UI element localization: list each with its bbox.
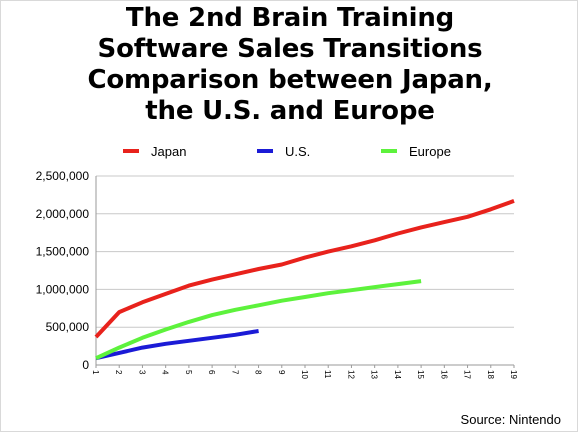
legend-label: Europe: [409, 144, 451, 159]
x-tick-label: 16: [439, 370, 448, 379]
chart-title-line: Software Sales Transitions: [97, 34, 483, 64]
y-tick-label: 1,000,000: [36, 282, 90, 296]
x-tick-label: 13: [370, 370, 379, 379]
y-tick-label: 0: [82, 358, 89, 372]
chart-title-line: Comparison between Japan,: [87, 65, 493, 95]
legend-label: U.S.: [285, 144, 310, 159]
x-tick-label: 17: [463, 370, 472, 379]
x-tick-label: 15: [416, 370, 425, 379]
x-tick-label: 14: [393, 370, 402, 379]
x-tick-label: 6: [207, 370, 216, 375]
y-tick-label: 2,000,000: [36, 207, 90, 221]
series-line-japan: [94, 199, 515, 339]
x-tick-label: 7: [230, 370, 239, 375]
source-note: Source: Nintendo: [460, 412, 561, 427]
x-tick-label: 9: [277, 370, 286, 375]
x-tick-label: 3: [137, 370, 146, 375]
series-line-europe: [95, 279, 422, 361]
y-tick-label: 1,500,000: [36, 245, 90, 259]
x-tick-label: 2: [114, 370, 123, 375]
y-tick-label: 2,500,000: [36, 169, 90, 183]
legend-label: Japan: [151, 144, 186, 159]
x-tick-label: 5: [184, 370, 193, 375]
x-tick-label: 12: [346, 370, 355, 379]
x-tick-label: 4: [161, 370, 170, 375]
x-tick-label: 8: [254, 370, 263, 375]
chart-title-line: the U.S. and Europe: [145, 96, 435, 126]
chart-title-line: The 2nd Brain Training: [125, 3, 455, 33]
x-tick-label: 1: [91, 370, 100, 375]
x-tick-label: 18: [486, 370, 495, 379]
x-tick-label: 10: [300, 370, 309, 379]
y-tick-label: 500,000: [46, 320, 90, 334]
series-line-us: [95, 329, 259, 361]
x-tick-label: 19: [509, 370, 518, 379]
chart-title: The 2nd Brain Training Software Sales Tr…: [1, 3, 578, 127]
x-tick-label: 11: [323, 370, 332, 379]
